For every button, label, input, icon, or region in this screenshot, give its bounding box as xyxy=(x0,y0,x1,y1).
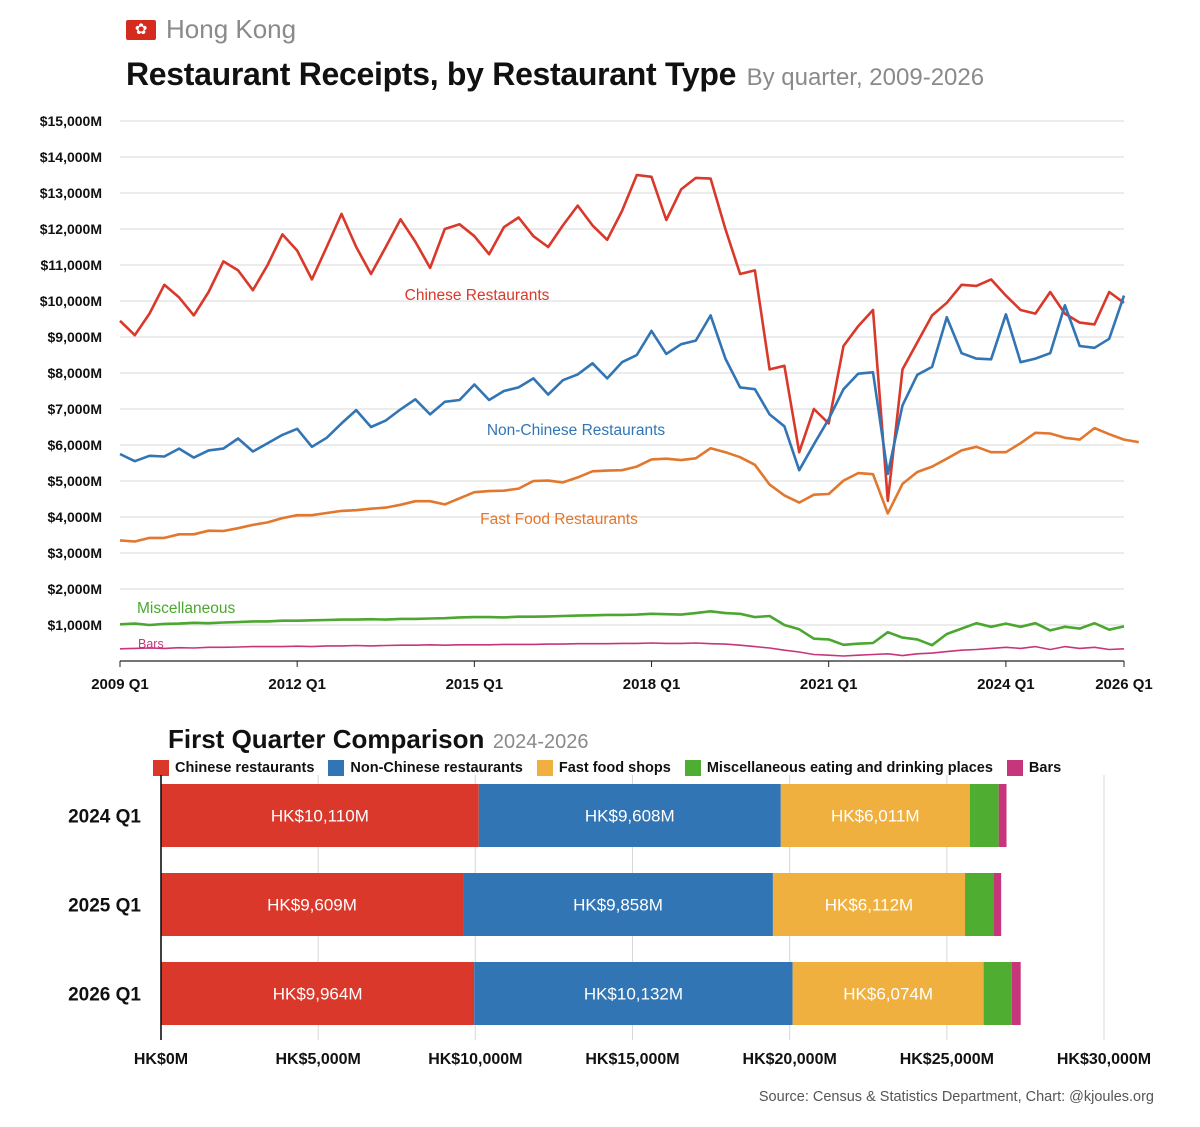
bar-segment-fast-food-shops xyxy=(780,784,970,847)
region-name: Hong Kong xyxy=(166,14,297,44)
y-tick-label: $1,000M xyxy=(48,617,102,633)
x-tick-label: HK$30,000M xyxy=(1057,1051,1151,1068)
bar-segment-chinese-restaurants xyxy=(161,873,464,936)
bar-value-label: HK$9,858M xyxy=(573,896,663,915)
legend-label: Chinese restaurants xyxy=(175,760,315,776)
legend-swatch xyxy=(536,760,553,776)
legend-item-bars: Bars xyxy=(1006,760,1062,776)
y-tick-label: $15,000M xyxy=(40,113,102,129)
y-tick-label: $11,000M xyxy=(41,257,103,273)
legend-item-non-chinese-restaurants: Non-Chinese restaurants xyxy=(328,760,523,776)
comparison-subtitle: 2024-2026 xyxy=(492,731,589,753)
series-line-bars xyxy=(119,642,1125,657)
legend-label: Bars xyxy=(1028,760,1062,776)
legend-label: Non-Chinese restaurants xyxy=(350,760,523,776)
bar-value-label: HK$9,608M xyxy=(585,807,675,826)
legend-swatch xyxy=(328,760,345,776)
x-tick-label: 2009 Q1 xyxy=(91,676,149,693)
x-tick-label: HK$20,000M xyxy=(743,1051,837,1068)
series-label-non-chinese-restaurants: Non-Chinese Restaurants xyxy=(487,422,666,439)
x-tick-label: 2024 Q1 xyxy=(977,676,1035,693)
series-line-fast-food-restaurants xyxy=(119,426,1140,543)
bar-value-label: HK$10,132M xyxy=(584,985,683,1004)
bar-value-label: HK$9,964M xyxy=(273,985,363,1004)
x-tick-label: HK$10,000M xyxy=(428,1051,522,1068)
bar-segment-bars xyxy=(1011,962,1021,1025)
hong-kong-flag-icon: ✿ xyxy=(126,19,156,40)
x-tick-label: 2012 Q1 xyxy=(268,676,326,693)
legend-item-fast-food-shops: Fast food shops xyxy=(536,760,671,776)
stacked-bar-chart: HK$0M HK$5,000M HK$10,000M HK$15,000M HK$20,… xyxy=(68,775,1151,1068)
series-line-miscellaneous xyxy=(119,609,1125,647)
legend-swatch xyxy=(1006,760,1023,776)
bar-segment-non-chinese-restaurants xyxy=(478,784,781,847)
bar-segment-non-chinese-restaurants xyxy=(474,962,793,1025)
bar-value-label: HK$9,609M xyxy=(267,896,357,915)
y-tick-label: $12,000M xyxy=(40,221,102,237)
line-chart: $1,000M $2,000M $3,000M $4,000M $5,000M $6,00… xyxy=(40,113,1153,693)
bar-segment-bars xyxy=(993,873,1002,936)
y-tick-label: $10,000M xyxy=(40,293,102,309)
x-tick-label: 2018 Q1 xyxy=(623,676,681,693)
y-tick-label: $3,000M xyxy=(48,545,102,561)
bar-value-label: HK$6,011M xyxy=(831,807,920,826)
series-label-miscellaneous: Miscellaneous xyxy=(137,600,235,617)
bar-segment-miscellaneous-eating-and-drinking-places xyxy=(983,962,1012,1025)
bar-segment-fast-food-shops xyxy=(792,962,984,1025)
y-tick-label: $5,000M xyxy=(48,473,102,489)
legend-item-chinese-restaurants: Chinese restaurants xyxy=(153,760,314,776)
bar-segment-fast-food-shops xyxy=(772,873,966,936)
legend-label: Fast food shops xyxy=(558,760,671,776)
bar-segment-miscellaneous-eating-and-drinking-places xyxy=(969,784,999,847)
series-line-non-chinese-restaurants xyxy=(119,295,1126,476)
bar-chart-legend: Chinese restaurants Non-Chinese restauran… xyxy=(153,760,1061,776)
bar-segment-non-chinese-restaurants xyxy=(463,873,773,936)
bar-segment-chinese-restaurants xyxy=(161,962,475,1025)
series-label-bars: Bars xyxy=(138,637,164,651)
bar-value-label: HK$6,074M xyxy=(843,985,933,1004)
y-tick-label: $7,000M xyxy=(48,401,102,417)
x-tick-label: HK$15,000M xyxy=(585,1051,679,1068)
x-tick-label: HK$0M xyxy=(134,1051,188,1068)
legend-item-miscellaneous-eating-and-drinking-places: Miscellaneous eating and drinking places xyxy=(684,760,993,776)
series-label-fast-food-restaurants: Fast Food Restaurants xyxy=(480,511,638,528)
y-tick-label: $14,000M xyxy=(40,149,102,165)
chart-title: Restaurant Receipts, by Restaurant Type xyxy=(126,56,737,92)
x-tick-label: 2026 Q1 xyxy=(1095,676,1153,693)
bar-segment-miscellaneous-eating-and-drinking-places xyxy=(965,873,994,936)
x-tick-label: HK$25,000M xyxy=(900,1051,994,1068)
legend-swatch xyxy=(153,760,169,776)
comparison-title-row: First Quarter Comparison 2024-2026 xyxy=(168,724,589,755)
series-line-chinese-restaurants xyxy=(119,173,1125,503)
bar-segment-chinese-restaurants xyxy=(161,784,479,847)
y-tick-label: $13,000M xyxy=(40,185,102,201)
chart-subtitle: By quarter, 2009-2026 xyxy=(746,64,985,91)
y-tick-label: $2,000M xyxy=(48,581,102,597)
category-label: 2024 Q1 xyxy=(68,807,141,828)
category-label: 2025 Q1 xyxy=(68,896,141,917)
y-tick-label: $8,000M xyxy=(48,365,102,381)
y-tick-label: $9,000M xyxy=(48,329,102,345)
chart-title-row: Restaurant Receipts, by Restaurant Type … xyxy=(126,56,984,93)
region-header: ✿ Hong Kong xyxy=(126,14,296,45)
x-tick-label: 2021 Q1 xyxy=(800,676,858,693)
bar-segment-bars xyxy=(998,784,1007,847)
category-label: 2026 Q1 xyxy=(68,985,141,1006)
x-tick-label: 2015 Q1 xyxy=(446,676,504,693)
source-note: Source: Census & Statistics Department, … xyxy=(758,1089,1154,1105)
x-tick-label: HK$5,000M xyxy=(275,1051,360,1068)
bar-value-label: HK$10,110M xyxy=(271,807,369,826)
legend-swatch xyxy=(684,760,701,776)
series-label-chinese-restaurants: Chinese Restaurants xyxy=(405,287,550,304)
y-tick-label: $4,000M xyxy=(48,509,102,525)
comparison-title: First Quarter Comparison xyxy=(168,724,485,754)
bar-value-label: HK$6,112M xyxy=(825,896,914,915)
y-tick-label: $6,000M xyxy=(48,437,102,453)
legend-label: Miscellaneous eating and drinking places xyxy=(706,760,993,776)
